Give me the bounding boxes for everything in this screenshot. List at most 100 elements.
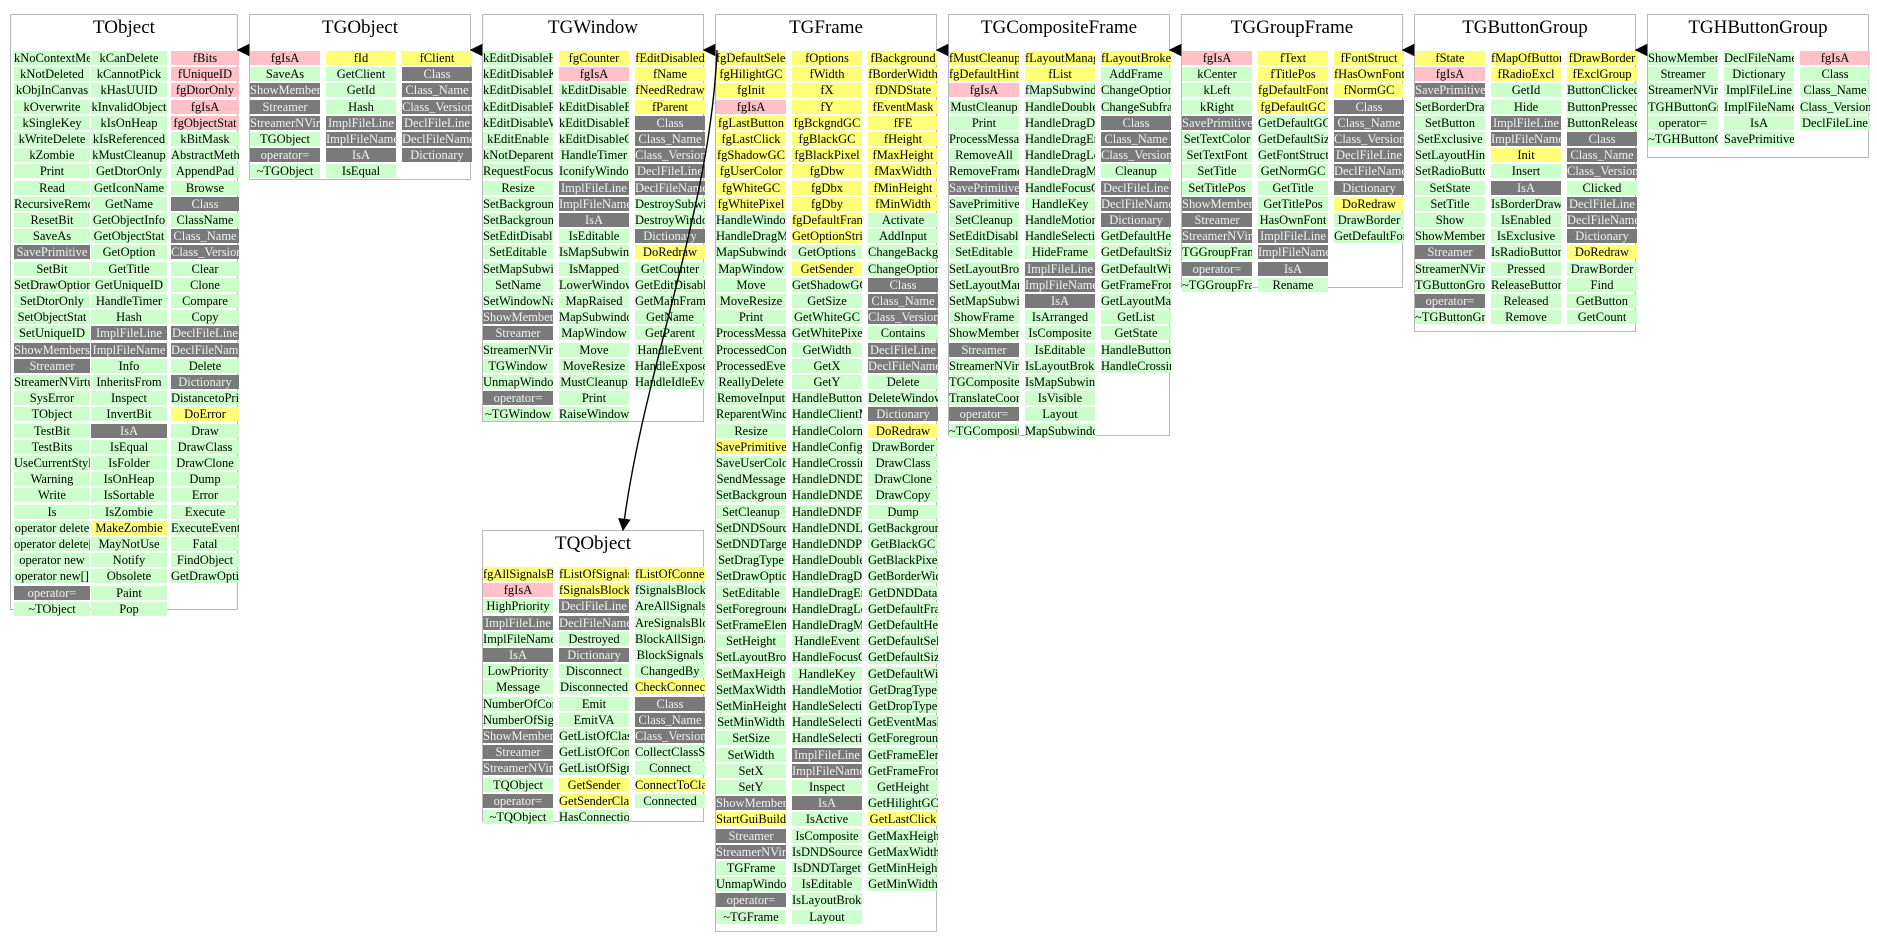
member-getsender: GetSender — [559, 777, 629, 792]
member-handlefocuschange: HandleFocusChange — [792, 650, 862, 665]
member-disconnected: Disconnected — [559, 680, 629, 695]
class-title: TGWindow — [548, 17, 638, 38]
member-buttonclicked: ButtonClicked — [1567, 83, 1637, 98]
class-tqobject: TQObjectfgAllSignalsBlockedfgIsAHighPrio… — [482, 530, 705, 824]
member-fgdtoronly: fgDtorOnly — [171, 83, 239, 98]
member-declfileline: DeclFileLine — [868, 342, 938, 357]
member-dump: Dump — [171, 472, 239, 487]
member-connected: Connected — [635, 793, 705, 808]
member-keditdisableresize: kEditDisableResize — [483, 99, 553, 114]
member-fgisa: fgIsA — [949, 83, 1019, 98]
member-getname: GetName — [635, 310, 705, 325]
member-streamer: Streamer — [483, 326, 553, 341]
member-ftitlepos: fTitlePos — [1258, 67, 1328, 82]
member-declfilename: DeclFileName — [402, 132, 472, 146]
member-warning: Warning — [14, 472, 90, 487]
member-handlecrossing: HandleCrossing — [792, 456, 862, 470]
member-geteditdisabled: GetEditDisabled — [635, 277, 705, 292]
member-class-name: Class_Name — [1800, 83, 1870, 98]
member-handledragmotion: HandleDragMotion — [716, 229, 786, 244]
member-mustcleanup: MustCleanup — [559, 375, 629, 389]
member-remove: Remove — [1491, 310, 1561, 325]
member-translatecoordinates: TranslateCoordinates — [949, 391, 1019, 406]
member-mustcleanup: MustCleanup — [949, 99, 1019, 114]
member-execute: Execute — [171, 504, 239, 519]
member-setminheight: SetMinHeight — [716, 699, 786, 713]
member-getdefaultheight: GetDefaultHeight — [868, 618, 938, 632]
member-drawborder: DrawBorder — [868, 439, 938, 454]
member-fgusercolor: fgUserColor — [716, 164, 786, 179]
member-dictionary: Dictionary — [1724, 67, 1794, 82]
member-dictionary: Dictionary — [868, 407, 938, 422]
member-saveusercolor: SaveUserColor — [716, 456, 786, 470]
member-checkconnectargs: CheckConnectArgs — [635, 680, 705, 695]
member-reparentwindow: ReparentWindow — [716, 407, 786, 422]
member-handledndposition: HandleDNDPosition — [792, 537, 862, 551]
member-contains: Contains — [868, 326, 938, 341]
member-clicked: Clicked — [1567, 180, 1637, 195]
member-getclient: GetClient — [326, 67, 396, 82]
member-getlist: GetList — [1101, 310, 1171, 325]
member-getlistofclasssignals: GetListOfClassSignals — [559, 729, 629, 743]
member-fgisa: fgIsA — [1800, 51, 1870, 65]
member-class: Class — [1567, 132, 1637, 146]
member-recursiveremove: RecursiveRemove — [14, 196, 90, 211]
member-numberofsignals: NumberOfSignals — [483, 712, 553, 727]
member-drawclass: DrawClass — [171, 439, 239, 454]
member-tobject: TObject — [14, 407, 90, 422]
member-setlayouthints: SetLayoutHints — [1415, 148, 1485, 163]
member-aresignalsblocked: AreSignalsBlocked — [635, 615, 705, 630]
member-setlayoutbroken: SetLayoutBroken — [716, 650, 786, 665]
member-handletimer: HandleTimer — [91, 294, 167, 308]
member-fmapsubwindows: fMapSubwindows — [1025, 83, 1095, 98]
member-releasebuttons: ReleaseButtons — [1491, 277, 1561, 292]
member-hideframe: HideFrame — [1025, 245, 1095, 260]
member-fgisa: fgIsA — [716, 99, 786, 114]
member-implfileline: ImplFileLine — [1724, 83, 1794, 98]
member-isa: IsA — [1724, 115, 1794, 130]
member-collectclasssignallists: CollectClassSignalLists — [635, 745, 705, 760]
member-seteditdisabled: SetEditDisabled — [483, 229, 553, 244]
member-iscomposite: IsComposite — [792, 828, 862, 843]
member-setobjectstat: SetObjectStat — [14, 310, 90, 325]
member-implfilename: ImplFileName — [326, 132, 396, 146]
member-knocontextmenu: kNoContextMenu — [14, 51, 90, 65]
member-isa: IsA — [483, 648, 553, 662]
member-handledndenter: HandleDNDEnter — [792, 488, 862, 503]
member-streamer: Streamer — [716, 828, 786, 843]
member-kright: kRight — [1182, 99, 1252, 114]
member-tqobject: TQObject — [483, 777, 553, 792]
member-flistofsignals: fListOfSignals — [559, 567, 629, 581]
member-fmaxheight: fMaxHeight — [868, 148, 938, 163]
member-getname: GetName — [91, 196, 167, 211]
member-destroysubwindows: DestroySubwindows — [635, 196, 705, 211]
member-handleselection: HandleSelection — [1025, 229, 1095, 244]
member-declfileline: DeclFileLine — [402, 115, 472, 130]
member-fbits: fBits — [171, 51, 239, 65]
member-class: Class — [635, 115, 705, 130]
member-setdrawoption: SetDrawOption — [14, 277, 90, 292]
member-isa: IsA — [1491, 180, 1561, 195]
member-getobjectinfo: GetObjectInfo — [91, 213, 167, 227]
member-isa: IsA — [326, 148, 396, 163]
member-fmustcleanup: fMustCleanup — [949, 51, 1019, 65]
member-print: Print — [949, 115, 1019, 130]
member-fginit: fgInit — [716, 83, 786, 98]
member-hide: Hide — [1491, 99, 1561, 114]
member-kcenter: kCenter — [1182, 67, 1252, 82]
member-tggroupframe: ~TGGroupFrame — [1182, 277, 1252, 292]
member-drawborder: DrawBorder — [1567, 261, 1637, 276]
member-dictionary: Dictionary — [402, 148, 472, 163]
member-class: Class — [1334, 99, 1404, 114]
member-getdefaultwidth: GetDefaultWidth — [868, 666, 938, 681]
member-fgdbx: fgDbx — [792, 180, 862, 195]
member-getbackground: GetBackground — [868, 520, 938, 535]
member-implfilename: ImplFileName — [1491, 132, 1561, 146]
member-addframe: AddFrame — [1101, 67, 1171, 82]
member-operator: operator= — [949, 407, 1019, 422]
member-operator: operator= — [1182, 261, 1252, 276]
member-operator-new: operator new — [14, 553, 90, 568]
member-islayoutbroken: IsLayoutBroken — [792, 893, 862, 908]
member-lowerwindow: LowerWindow — [559, 277, 629, 292]
member-isvisible: IsVisible — [1025, 391, 1095, 406]
